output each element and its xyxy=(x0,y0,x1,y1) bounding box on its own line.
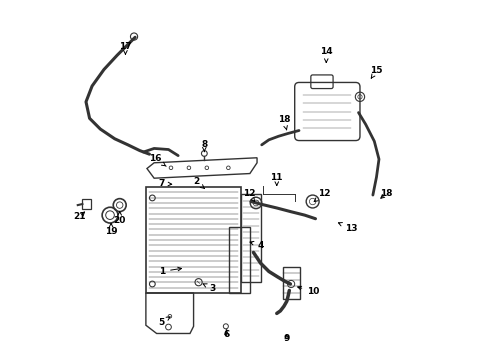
Text: 4: 4 xyxy=(249,241,264,250)
Text: 2: 2 xyxy=(193,177,204,188)
Text: 10: 10 xyxy=(297,286,319,296)
Text: 3: 3 xyxy=(203,284,215,293)
Text: 11: 11 xyxy=(270,173,283,185)
Text: 14: 14 xyxy=(319,47,332,62)
Text: 12: 12 xyxy=(242,189,255,201)
Text: 16: 16 xyxy=(148,154,166,166)
Text: 6: 6 xyxy=(223,330,229,339)
Bar xyxy=(145,187,241,293)
Text: 20: 20 xyxy=(113,212,125,225)
Text: 7: 7 xyxy=(158,179,171,188)
Text: 12: 12 xyxy=(314,189,330,202)
Bar xyxy=(82,199,91,210)
Text: 21: 21 xyxy=(73,212,85,221)
Text: 8: 8 xyxy=(201,140,207,152)
Text: 9: 9 xyxy=(283,334,289,343)
Text: 17: 17 xyxy=(119,42,131,54)
Text: 15: 15 xyxy=(369,66,382,78)
Bar xyxy=(283,267,300,299)
Text: 1: 1 xyxy=(159,267,181,276)
Text: 18: 18 xyxy=(277,115,289,130)
Bar xyxy=(241,194,260,282)
Text: 5: 5 xyxy=(158,317,170,327)
Text: 13: 13 xyxy=(338,222,357,233)
Text: 19: 19 xyxy=(104,224,117,237)
Text: 18: 18 xyxy=(379,189,391,198)
